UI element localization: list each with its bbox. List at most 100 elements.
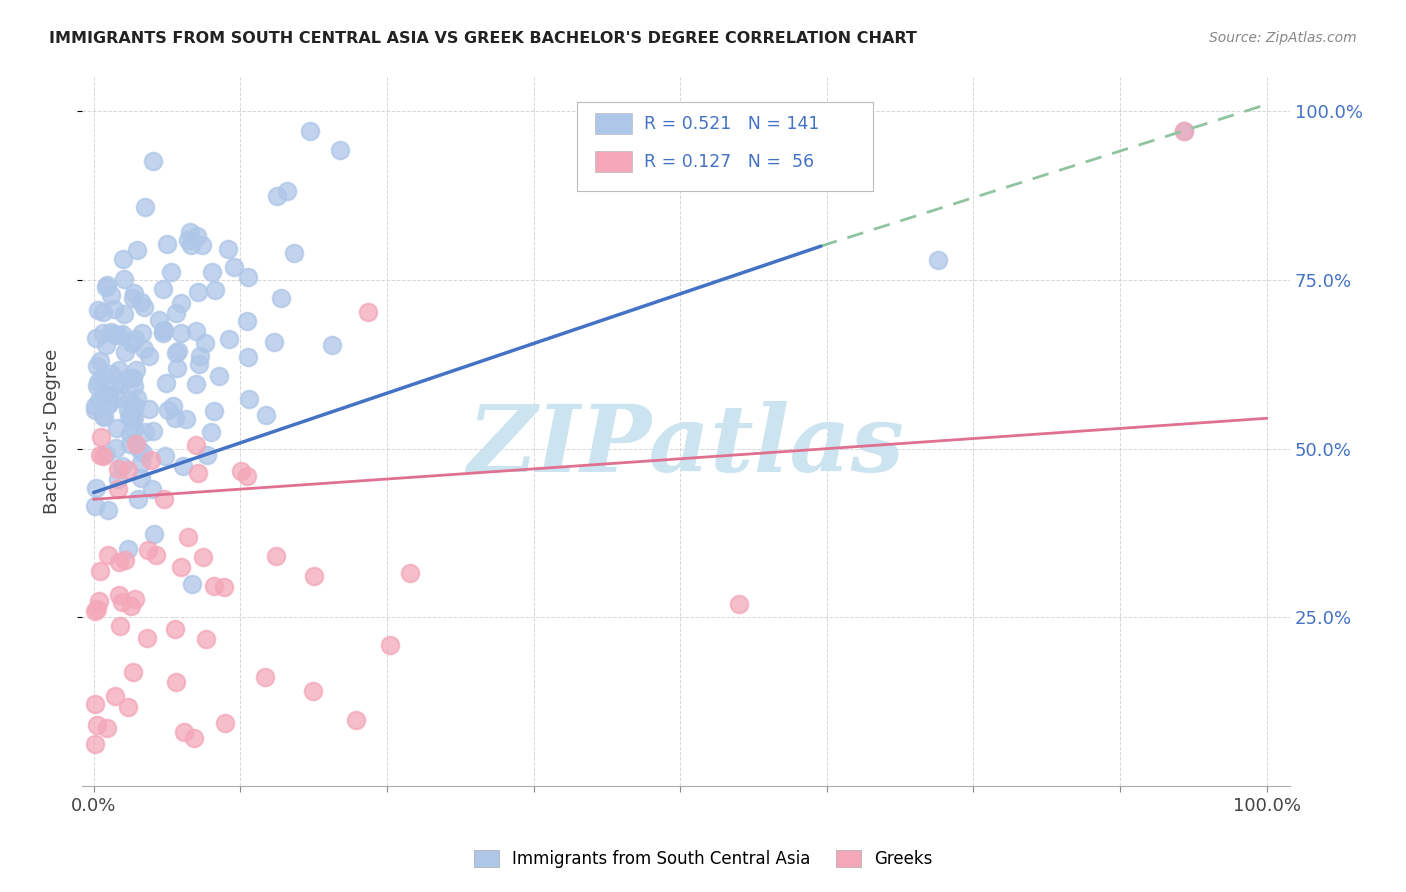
Point — [188, 349, 211, 363]
Point — [98, 395, 121, 409]
Point — [131, 471, 153, 485]
Point — [329, 143, 352, 157]
Point — [112, 252, 135, 267]
Point — [131, 295, 153, 310]
Point — [193, 550, 215, 565]
Point — [165, 306, 187, 320]
FancyBboxPatch shape — [595, 113, 631, 134]
Point — [170, 295, 193, 310]
Point — [138, 349, 160, 363]
Point — [191, 238, 214, 252]
Point — [118, 437, 141, 451]
Point — [94, 280, 117, 294]
Point — [91, 449, 114, 463]
Point — [187, 466, 209, 480]
Point — [186, 228, 208, 243]
Point — [117, 699, 139, 714]
Point — [120, 599, 142, 614]
Point — [194, 335, 217, 350]
Point — [118, 392, 141, 407]
Point — [128, 442, 150, 456]
Point — [124, 363, 146, 377]
Point — [96, 721, 118, 735]
Point — [276, 184, 298, 198]
Point — [200, 425, 222, 440]
Point — [195, 632, 218, 646]
Point — [238, 351, 260, 365]
Point — [104, 441, 127, 455]
Point — [135, 631, 157, 645]
Point — [87, 303, 110, 318]
Point — [108, 555, 131, 569]
Point — [155, 376, 177, 391]
Point — [86, 601, 108, 615]
Text: IMMIGRANTS FROM SOUTH CENTRAL ASIA VS GREEK BACHELOR'S DEGREE CORRELATION CHART: IMMIGRANTS FROM SOUTH CENTRAL ASIA VS GR… — [49, 31, 917, 46]
Point — [107, 483, 129, 497]
Point — [124, 591, 146, 606]
Point — [321, 338, 343, 352]
Point — [107, 391, 129, 405]
Point — [94, 388, 117, 402]
Point — [122, 378, 145, 392]
Point — [91, 409, 114, 423]
Point — [208, 369, 231, 384]
Point — [125, 243, 148, 257]
Point — [111, 595, 134, 609]
Point — [186, 324, 208, 338]
Point — [108, 363, 131, 377]
Point — [91, 390, 114, 404]
Point — [107, 328, 129, 343]
Point — [344, 713, 367, 727]
Point — [165, 410, 187, 425]
Point — [186, 377, 208, 392]
Point — [107, 472, 129, 486]
Point — [103, 302, 125, 317]
Point — [235, 469, 257, 483]
Point — [162, 399, 184, 413]
Point — [1173, 124, 1195, 138]
Point — [156, 236, 179, 251]
Point — [90, 430, 112, 444]
Point — [120, 408, 142, 422]
Point — [86, 718, 108, 732]
Point — [117, 403, 139, 417]
Point — [270, 291, 292, 305]
Text: ZIPatlas: ZIPatlas — [467, 401, 904, 491]
Point — [201, 265, 224, 279]
Point — [263, 335, 285, 350]
Point — [165, 622, 187, 636]
Point — [159, 265, 181, 279]
Point — [184, 438, 207, 452]
Point — [100, 325, 122, 339]
Point — [91, 326, 114, 340]
Point — [399, 566, 422, 581]
Point — [87, 594, 110, 608]
Point — [217, 242, 239, 256]
Point — [91, 304, 114, 318]
Point — [114, 553, 136, 567]
Point — [727, 597, 749, 611]
Point — [124, 399, 146, 413]
Point — [89, 448, 111, 462]
Point — [105, 420, 128, 434]
Point — [111, 458, 134, 473]
Point — [165, 674, 187, 689]
Point — [173, 725, 195, 739]
Point — [100, 288, 122, 302]
Point — [153, 323, 176, 337]
Point — [134, 425, 156, 440]
Point — [170, 559, 193, 574]
Point — [165, 346, 187, 360]
Point — [104, 690, 127, 704]
Point — [122, 422, 145, 436]
Point — [111, 326, 134, 341]
FancyBboxPatch shape — [578, 103, 873, 191]
Point — [177, 234, 200, 248]
Point — [266, 189, 288, 203]
Point — [142, 425, 165, 439]
Point — [127, 391, 149, 405]
Point — [302, 683, 325, 698]
Point — [98, 388, 121, 402]
Point — [197, 448, 219, 462]
Point — [91, 369, 114, 384]
